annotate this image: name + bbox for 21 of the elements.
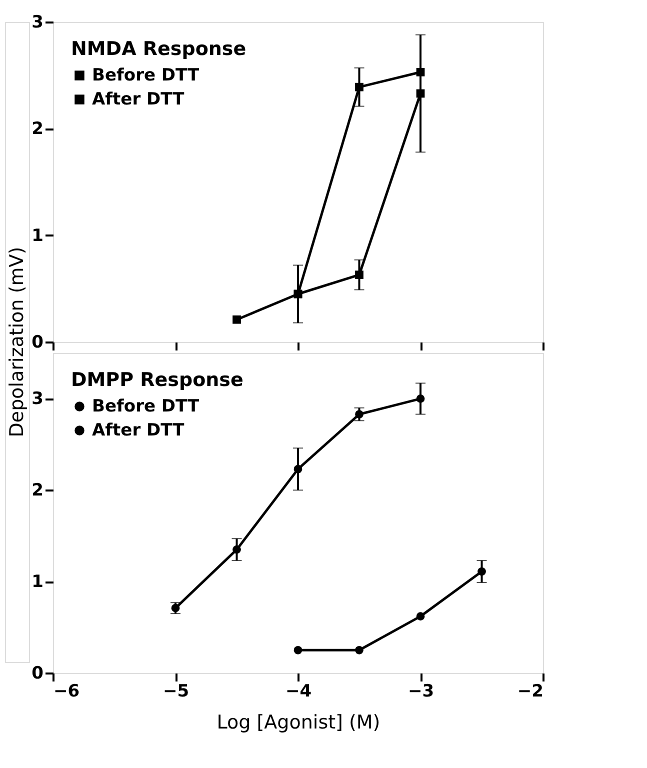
y-tick-label: 3 [32, 389, 44, 410]
x-tick-label: −4 [285, 682, 312, 702]
y-tick-label: 0 [32, 332, 44, 352]
x-tick-label: −3 [408, 682, 434, 702]
y-tick-label: 1 [32, 226, 44, 246]
x-tick-label: −5 [162, 682, 190, 702]
legend-title: DMPP Response [71, 369, 244, 391]
legend-label: After DTT [92, 90, 185, 110]
legend-label: Before DTT [92, 396, 200, 416]
y-tick-label: 2 [32, 119, 44, 140]
y-tick-label: 1 [32, 572, 44, 592]
y-tick-label: 3 [32, 12, 44, 32]
x-axis-title: Log [Agonist] (M) [216, 712, 380, 734]
y-axis-title: Depolarization (mV) [6, 246, 28, 438]
legend-label: Before DTT [92, 66, 200, 86]
x-tick-label: −2 [517, 682, 544, 702]
y-tick-label: 0 [32, 664, 44, 684]
x-tick-label: −6 [54, 682, 80, 702]
legend-title: NMDA Response [71, 38, 246, 60]
y-tick-label: 2 [32, 480, 44, 501]
legend-label: After DTT [92, 420, 185, 440]
